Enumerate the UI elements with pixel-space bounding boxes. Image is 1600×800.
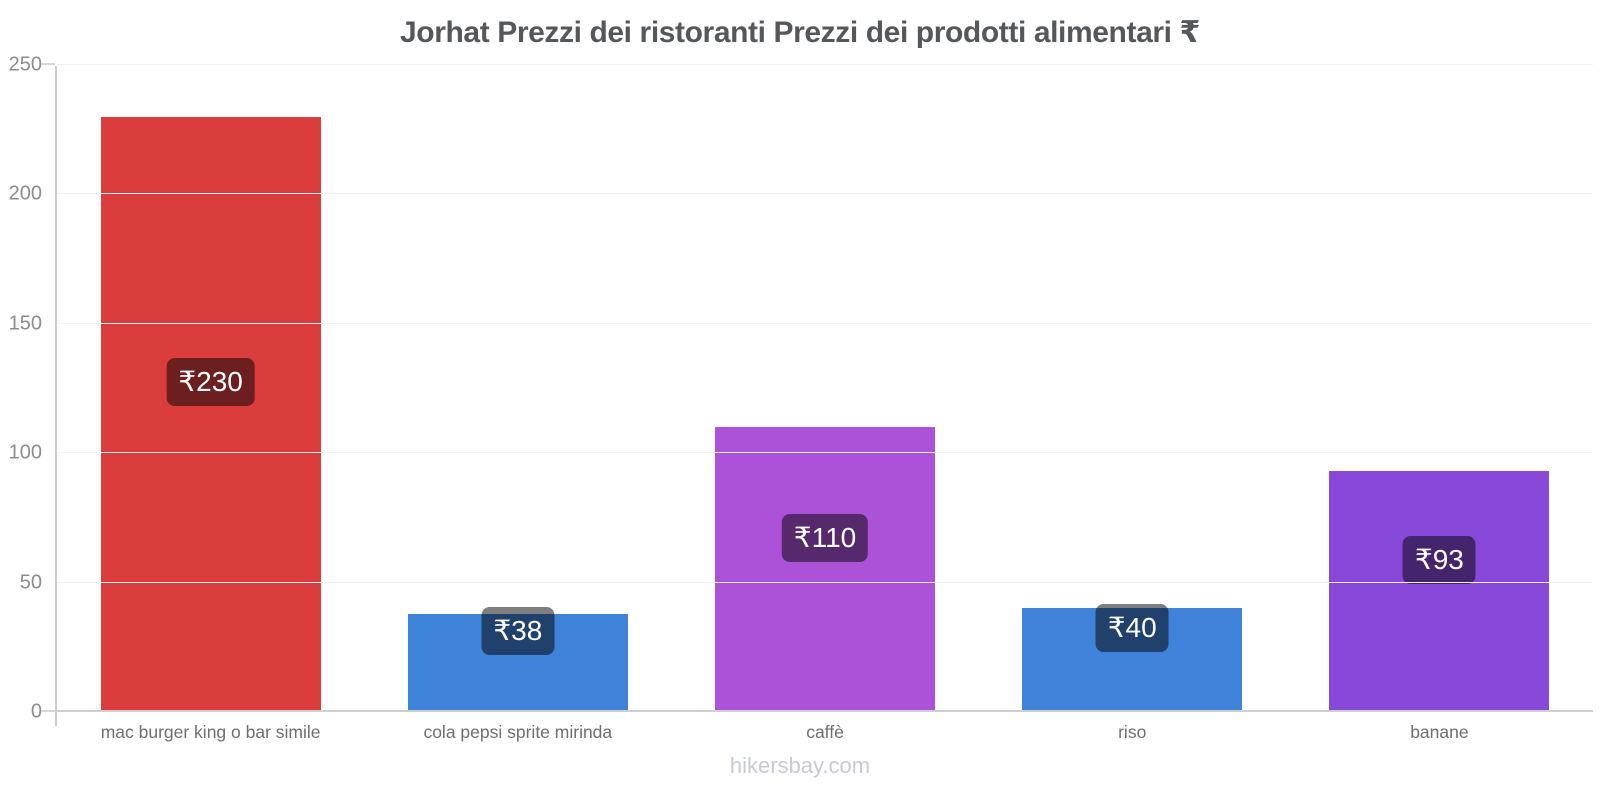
x-axis: mac burger king o bar simile cola pepsi s… xyxy=(57,721,1593,743)
bar-slot: ₹38 xyxy=(364,65,671,712)
x-baseline xyxy=(57,710,1593,712)
value-badge: ₹110 xyxy=(781,513,869,562)
bar-slot: ₹110 xyxy=(671,65,978,712)
chart-title: Jorhat Prezzi dei ristoranti Prezzi dei … xyxy=(400,16,1200,49)
bar-slot: ₹93 xyxy=(1286,65,1593,712)
plot-area: ₹230 ₹38 ₹110 ₹40 ₹93 xyxy=(41,63,1593,726)
y-axis: 0 50 100 150 200 250 xyxy=(0,54,42,723)
gridline xyxy=(57,322,1593,324)
value-badge: ₹93 xyxy=(1402,535,1476,584)
y-axis-tick-label: 50 xyxy=(19,571,42,594)
bar-mac-burger-king-o-bar-simile: ₹230 xyxy=(100,116,321,712)
y-axis-tick-label: 200 xyxy=(8,182,42,205)
x-axis-label: caffè xyxy=(806,722,844,742)
axis-tick xyxy=(41,710,55,712)
axis-tick xyxy=(41,63,55,65)
bar-cola-pepsi-sprite-mirinda: ₹38 xyxy=(407,606,628,712)
bar-banane: ₹93 xyxy=(1329,471,1550,712)
bar-slot: ₹230 xyxy=(57,65,364,712)
y-axis-tick-label: 0 xyxy=(30,700,42,723)
y-axis-tick-label: 150 xyxy=(8,312,42,335)
bars-row: ₹230 ₹38 ₹110 ₹40 ₹93 xyxy=(57,65,1593,712)
x-axis-label: mac burger king o bar simile xyxy=(100,722,321,742)
gridline xyxy=(57,193,1593,195)
value-badge: ₹230 xyxy=(166,358,255,407)
x-axis-label: riso xyxy=(1118,722,1147,742)
x-axis-label: banane xyxy=(1410,722,1469,742)
bar-caffè: ₹110 xyxy=(715,427,935,712)
x-axis-label: cola pepsi sprite mirinda xyxy=(423,722,613,742)
value-badge: ₹38 xyxy=(481,606,555,655)
gridline xyxy=(57,581,1593,583)
y-axis-tick-label: 250 xyxy=(8,53,42,76)
gridline xyxy=(57,452,1593,454)
bar-riso: ₹40 xyxy=(1022,604,1243,712)
y-axis-line xyxy=(55,66,57,726)
gridline xyxy=(57,64,1593,65)
bar-slot: ₹40 xyxy=(979,65,1286,712)
y-axis-tick-label: 100 xyxy=(8,441,42,464)
watermark: hikersbay.com xyxy=(729,753,871,778)
value-badge: ₹40 xyxy=(1095,604,1169,653)
